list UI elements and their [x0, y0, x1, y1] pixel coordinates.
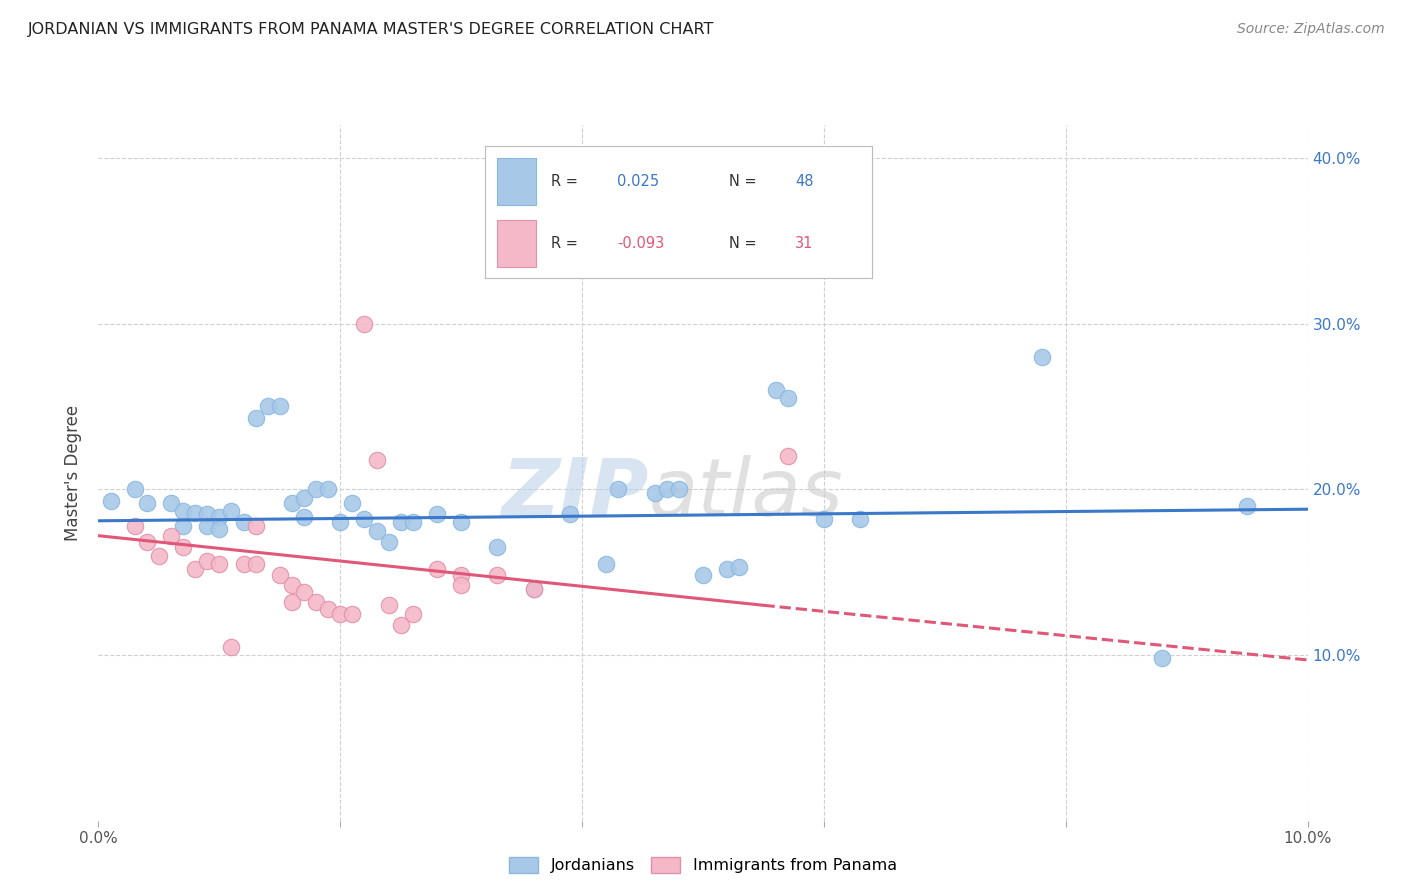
Point — [1031, 350, 1053, 364]
Point — [195, 553, 218, 567]
Point — [292, 491, 315, 505]
Point — [221, 504, 243, 518]
Point — [402, 607, 425, 621]
Point — [849, 512, 872, 526]
Point — [160, 529, 183, 543]
Point — [184, 562, 207, 576]
Point — [813, 512, 835, 526]
Point — [245, 557, 267, 571]
Point — [1152, 651, 1174, 665]
Point — [377, 535, 399, 549]
Point — [135, 495, 157, 509]
Point — [426, 507, 449, 521]
Point — [728, 560, 751, 574]
Point — [172, 541, 194, 555]
Point — [316, 601, 339, 615]
Y-axis label: Master's Degree: Master's Degree — [65, 405, 83, 541]
Point — [269, 568, 291, 582]
Point — [208, 510, 231, 524]
Point — [342, 607, 364, 621]
Point — [329, 607, 352, 621]
Point — [366, 452, 388, 467]
Point — [292, 585, 315, 599]
Text: JORDANIAN VS IMMIGRANTS FROM PANAMA MASTER'S DEGREE CORRELATION CHART: JORDANIAN VS IMMIGRANTS FROM PANAMA MAST… — [28, 22, 714, 37]
Point — [281, 578, 304, 592]
Point — [558, 507, 581, 521]
Point — [245, 518, 267, 533]
Point — [124, 518, 146, 533]
Point — [595, 557, 617, 571]
Point — [486, 568, 509, 582]
Point — [389, 618, 412, 632]
Point — [256, 400, 278, 414]
Text: ZIP: ZIP — [501, 455, 648, 533]
Point — [450, 516, 472, 530]
Point — [655, 483, 678, 497]
Point — [232, 516, 254, 530]
Point — [135, 535, 157, 549]
Point — [160, 495, 183, 509]
Point — [305, 483, 328, 497]
Point — [607, 483, 630, 497]
Point — [776, 391, 799, 405]
Point — [377, 599, 399, 613]
Point — [269, 400, 291, 414]
Point — [245, 411, 267, 425]
Point — [353, 512, 375, 526]
Point — [765, 383, 787, 397]
Text: Source: ZipAtlas.com: Source: ZipAtlas.com — [1237, 22, 1385, 37]
Point — [281, 495, 304, 509]
Text: atlas: atlas — [648, 455, 844, 533]
Point — [148, 549, 170, 563]
Point — [366, 524, 388, 538]
Point — [281, 595, 304, 609]
Point — [426, 562, 449, 576]
Point — [402, 516, 425, 530]
Point — [450, 578, 472, 592]
Point — [644, 485, 666, 500]
Point — [172, 518, 194, 533]
Point — [716, 562, 738, 576]
Point — [100, 494, 122, 508]
Point — [316, 483, 339, 497]
Point — [450, 568, 472, 582]
Point — [329, 516, 352, 530]
Point — [523, 582, 546, 596]
Point — [342, 495, 364, 509]
Point — [1236, 499, 1258, 513]
Point — [389, 516, 412, 530]
Point — [208, 522, 231, 536]
Point — [692, 568, 714, 582]
Point — [486, 541, 509, 555]
Point — [184, 506, 207, 520]
Point — [292, 510, 315, 524]
Point — [172, 504, 194, 518]
Point — [668, 483, 690, 497]
Point — [124, 483, 146, 497]
Point — [232, 557, 254, 571]
Legend: Jordanians, Immigrants from Panama: Jordanians, Immigrants from Panama — [503, 850, 903, 880]
Point — [195, 507, 218, 521]
Point — [523, 582, 546, 596]
Point — [221, 640, 243, 654]
Point — [195, 518, 218, 533]
Point — [305, 595, 328, 609]
Point — [208, 557, 231, 571]
Point — [776, 449, 799, 463]
Point — [353, 317, 375, 331]
